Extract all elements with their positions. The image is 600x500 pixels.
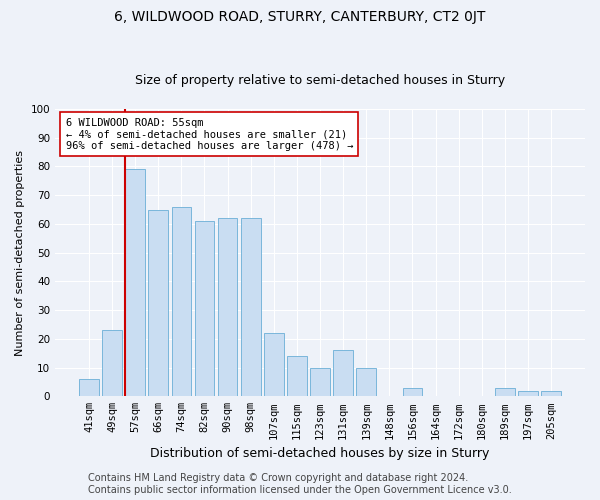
X-axis label: Distribution of semi-detached houses by size in Sturry: Distribution of semi-detached houses by … <box>151 447 490 460</box>
Title: Size of property relative to semi-detached houses in Sturry: Size of property relative to semi-detach… <box>135 74 505 87</box>
Bar <box>541 390 561 396</box>
Bar <box>495 388 515 396</box>
Bar <box>356 368 376 396</box>
Bar <box>194 221 214 396</box>
Bar <box>172 206 191 396</box>
Bar <box>102 330 122 396</box>
Bar <box>403 388 422 396</box>
Y-axis label: Number of semi-detached properties: Number of semi-detached properties <box>15 150 25 356</box>
Bar <box>79 379 99 396</box>
Bar <box>310 368 330 396</box>
Bar <box>518 390 538 396</box>
Bar <box>264 333 284 396</box>
Bar <box>241 218 260 396</box>
Text: Contains HM Land Registry data © Crown copyright and database right 2024.
Contai: Contains HM Land Registry data © Crown c… <box>88 474 512 495</box>
Bar <box>218 218 238 396</box>
Text: 6, WILDWOOD ROAD, STURRY, CANTERBURY, CT2 0JT: 6, WILDWOOD ROAD, STURRY, CANTERBURY, CT… <box>115 10 485 24</box>
Bar <box>148 210 168 396</box>
Bar <box>125 170 145 396</box>
Text: 6 WILDWOOD ROAD: 55sqm
← 4% of semi-detached houses are smaller (21)
96% of semi: 6 WILDWOOD ROAD: 55sqm ← 4% of semi-deta… <box>65 118 353 151</box>
Bar <box>287 356 307 397</box>
Bar <box>334 350 353 397</box>
